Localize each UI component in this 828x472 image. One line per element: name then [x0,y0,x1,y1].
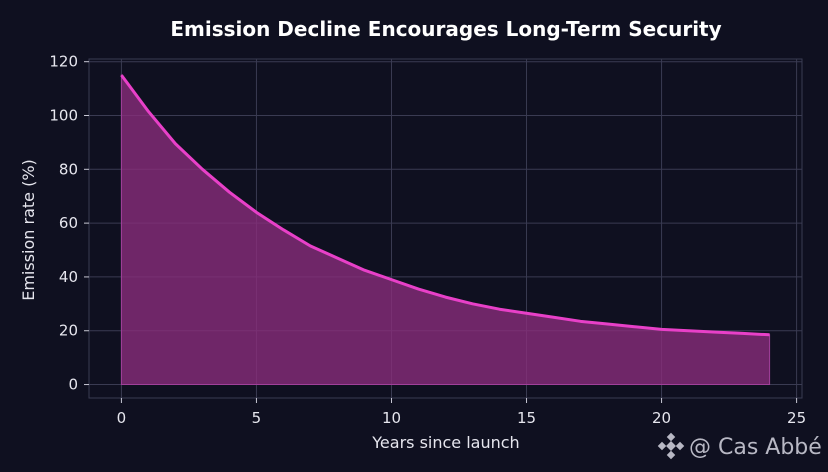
x-tick-label: 5 [252,409,262,427]
y-axis-label: Emission rate (%) [19,159,38,301]
y-tick-label: 40 [59,268,78,286]
y-tick-label: 80 [59,160,78,178]
y-tick-label: 20 [59,322,78,340]
area-fill [120,73,771,386]
watermark: @ Cas Abbé [657,432,822,460]
series-line [120,74,770,337]
x-tick-label: 20 [652,409,671,427]
y-tick-label: 100 [49,107,78,125]
x-tick-label: 15 [517,409,536,427]
chart-title: Emission Decline Encourages Long-Term Se… [170,17,721,41]
watermark-text: @ Cas Abbé [689,435,822,460]
grid-lines [89,59,802,398]
tick-labels: 0 5 10 15 20 25 0 20 40 60 80 100 120 [49,53,806,427]
x-tick-label: 10 [382,409,401,427]
plot-frame [88,58,803,399]
y-tick-label: 120 [49,53,78,71]
y-tick-label: 60 [59,214,78,232]
x-tick-label: 25 [787,409,806,427]
y-tick-label: 0 [68,376,78,394]
binance-icon [657,432,685,460]
x-tick-label: 0 [117,409,127,427]
x-axis-label: Years since launch [371,433,519,452]
